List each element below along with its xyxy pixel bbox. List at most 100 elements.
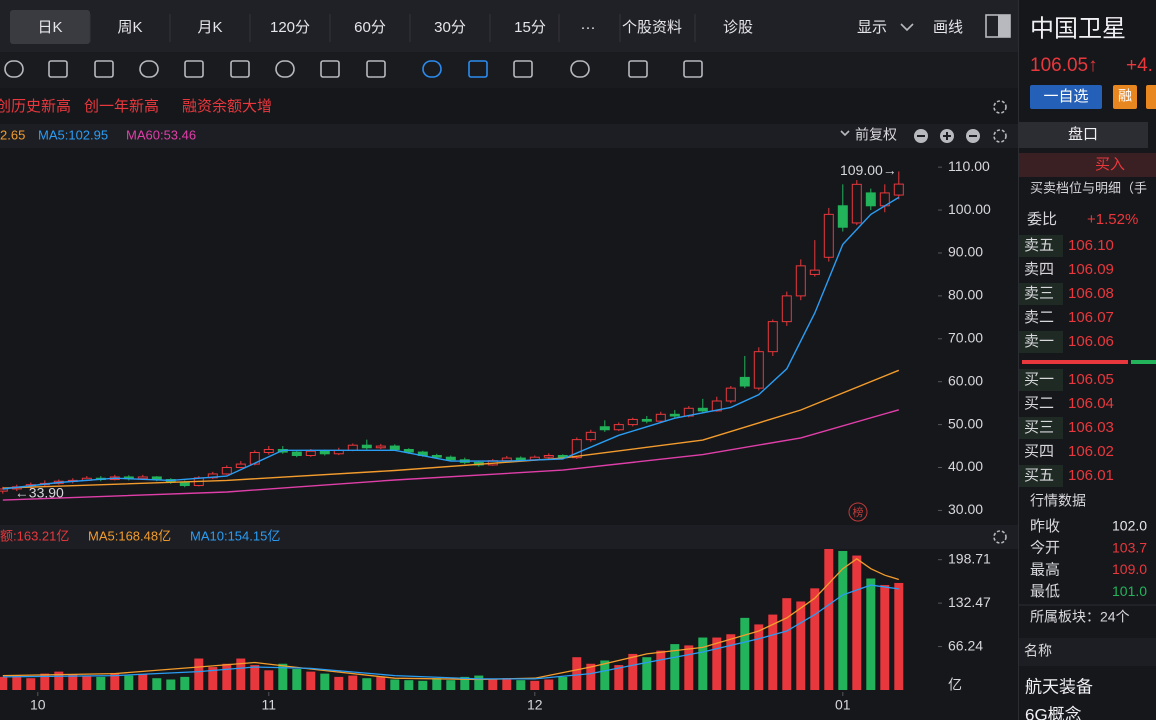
margin-tag-bg (1113, 85, 1137, 109)
tab[interactable]: 15分 (514, 19, 546, 36)
level-label: 卖二 (1024, 309, 1054, 326)
level-label: 卖五 (1024, 237, 1054, 254)
stats-title: 行情数据 (1030, 493, 1086, 509)
y-tick-label: 100.00 (948, 201, 991, 217)
settings[interactable] (993, 100, 1007, 114)
ma-legend: 2.65 (0, 127, 25, 142)
level-price: 106.01 (1068, 467, 1114, 484)
tab[interactable]: 画线 (933, 19, 963, 36)
tool-icon[interactable] (366, 60, 386, 78)
volume-bar (880, 585, 890, 690)
candle-body (599, 426, 610, 431)
tab[interactable]: 日K (37, 19, 62, 36)
tab[interactable]: ··· (581, 19, 596, 36)
level-label: 卖四 (1024, 261, 1054, 278)
level-price: 106.09 (1068, 261, 1114, 278)
stat-value: 102.0 (1112, 518, 1147, 534)
volume-bar (670, 644, 680, 690)
volume-bar (516, 680, 526, 690)
candle-body (893, 183, 904, 196)
buy-tab-bg[interactable] (1019, 153, 1156, 177)
stat-label: 昨收 (1030, 518, 1060, 535)
chart-controls (914, 100, 1007, 544)
level-price: 106.08 (1068, 285, 1114, 302)
tool-icon[interactable] (4, 60, 24, 78)
toolbar (0, 52, 1018, 88)
tool-icon[interactable] (468, 60, 488, 78)
tool-icon[interactable] (628, 60, 648, 78)
candle-body (403, 448, 414, 453)
buy-tab[interactable]: 买入 (1095, 156, 1125, 173)
tool-icon[interactable] (320, 60, 340, 78)
tool-icon[interactable] (230, 60, 250, 78)
row-bg (1019, 283, 1063, 305)
volume-bar (110, 672, 120, 690)
candle-body (697, 407, 708, 412)
watch-button-bg[interactable] (1030, 85, 1102, 109)
tab[interactable]: 60分 (354, 19, 386, 36)
candle-body (375, 445, 386, 449)
row-bg (1019, 235, 1063, 257)
volume-bar (726, 634, 736, 690)
candle-body (809, 269, 820, 275)
volume-bar (698, 637, 708, 690)
settings[interactable] (993, 530, 1007, 544)
adjust-label[interactable]: 前复权 (855, 127, 897, 143)
watch-button[interactable]: 一自选 (1043, 88, 1088, 105)
volume-bar (166, 679, 176, 690)
tab[interactable]: 周K (117, 19, 142, 36)
settings[interactable] (993, 129, 1007, 143)
candle-body (571, 439, 582, 459)
tab[interactable]: 30分 (434, 19, 466, 36)
tool-icon[interactable] (94, 60, 114, 78)
candle-body (627, 418, 638, 426)
volume-bar (586, 663, 596, 690)
tool-icon[interactable] (570, 60, 590, 78)
volume-bar (0, 676, 8, 690)
candle-body (753, 351, 764, 389)
volume-ma-line (2, 558, 899, 681)
candle-body (137, 476, 148, 480)
volume-bar (712, 637, 722, 690)
tab[interactable]: 显示 (857, 19, 887, 36)
volume-bar (446, 680, 456, 690)
sector-row[interactable]: 6G概念 (1025, 704, 1082, 720)
tab[interactable]: 月K (197, 19, 222, 36)
candle-body (445, 456, 456, 461)
volume-bar (642, 657, 652, 690)
volume-bar (362, 678, 372, 690)
tool-icon[interactable] (48, 60, 68, 78)
volume-bar (768, 614, 778, 690)
price-annotation: ←33.90 (15, 484, 64, 500)
y-tick-label: 132.47 (948, 594, 991, 610)
tool-icon[interactable] (513, 60, 533, 78)
volume-bar (390, 679, 400, 690)
badge-circle[interactable] (848, 502, 868, 522)
tool-icon[interactable] (184, 60, 204, 78)
tab-bg[interactable] (1019, 122, 1148, 148)
candle-body (641, 418, 652, 422)
candle-body (865, 192, 876, 207)
price-annotation: 109.00→ (840, 162, 897, 178)
sector-header-bg (1019, 638, 1156, 666)
candle-body (291, 451, 302, 456)
tab[interactable]: 120分 (270, 19, 310, 36)
tool-icon[interactable] (683, 60, 703, 78)
sector-row[interactable]: 航天装备 (1025, 677, 1093, 696)
panel-tab[interactable]: 盘口 (1068, 125, 1098, 143)
level-label: 买三 (1024, 419, 1054, 436)
ma-line (2, 409, 899, 501)
signal: 融资余额大增 (182, 97, 272, 115)
volume-bar (292, 669, 302, 690)
tool-icon[interactable] (422, 60, 442, 78)
volume-legend-row (0, 525, 1018, 549)
y-tick-label: 50.00 (948, 415, 983, 431)
chevron (840, 130, 850, 137)
tab[interactable]: 诊股 (723, 19, 753, 36)
tool-icon[interactable] (139, 60, 159, 78)
candle-body (361, 444, 372, 449)
tab[interactable]: 个股资料 (622, 19, 682, 36)
tool-icon[interactable] (275, 60, 295, 78)
tab-selected (10, 10, 90, 44)
ma-legend-row (0, 124, 1018, 148)
